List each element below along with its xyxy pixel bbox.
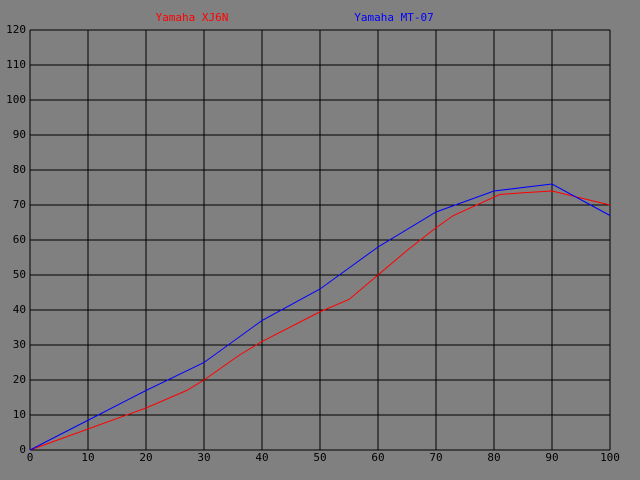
x-tick-label: 100 bbox=[600, 451, 620, 464]
y-tick-label: 120 bbox=[6, 23, 26, 36]
y-tick-label: 20 bbox=[13, 373, 26, 386]
y-tick-label: 70 bbox=[13, 198, 26, 211]
y-tick-label: 60 bbox=[13, 233, 26, 246]
x-tick-label: 40 bbox=[255, 451, 268, 464]
x-tick-label: 20 bbox=[139, 451, 152, 464]
y-tick-label: 40 bbox=[13, 303, 26, 316]
y-tick-label: 110 bbox=[6, 58, 26, 71]
y-tick-label: 90 bbox=[13, 128, 26, 141]
x-tick-label: 0 bbox=[27, 451, 34, 464]
x-tick-label: 50 bbox=[313, 451, 326, 464]
x-tick-label: 60 bbox=[371, 451, 384, 464]
y-tick-label: 10 bbox=[13, 408, 26, 421]
line-series bbox=[29, 183, 611, 451]
x-tick-label: 30 bbox=[197, 451, 210, 464]
x-tick-label: 10 bbox=[81, 451, 94, 464]
legend-label: Yamaha XJ6N bbox=[156, 11, 229, 24]
y-tick-label: 100 bbox=[6, 93, 26, 106]
x-tick-label: 90 bbox=[545, 451, 558, 464]
line-series bbox=[29, 190, 611, 451]
x-tick-label: 70 bbox=[429, 451, 442, 464]
y-tick-label: 30 bbox=[13, 338, 26, 351]
y-tick-label: 50 bbox=[13, 268, 26, 281]
legend-label: Yamaha MT-07 bbox=[354, 11, 433, 24]
x-tick-label: 80 bbox=[487, 451, 500, 464]
y-tick-label: 0 bbox=[19, 443, 26, 456]
y-tick-label: 80 bbox=[13, 163, 26, 176]
